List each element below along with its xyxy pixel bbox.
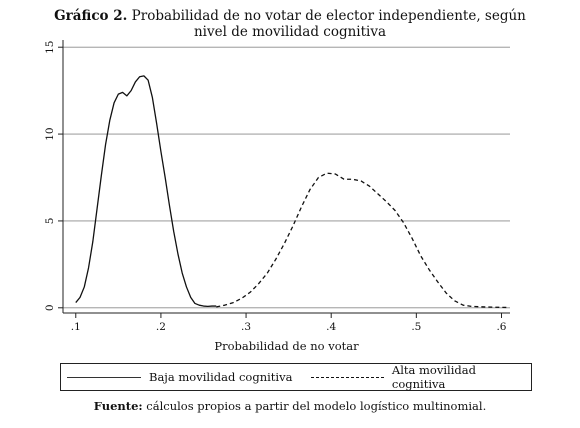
series-line-alta xyxy=(216,172,508,309)
series-line-baja xyxy=(75,75,217,308)
x-tick-label-.2: .2 xyxy=(156,321,166,333)
legend-label-baja: Baja movilidad cognitiva xyxy=(149,370,293,384)
x-tick-label-.1: .1 xyxy=(71,321,81,333)
series-layer xyxy=(75,75,508,309)
y-tick-label-5: 5 xyxy=(44,218,56,225)
x-tick-label-.5: .5 xyxy=(411,321,421,333)
axis-labels: 0 5 10 15 .1 .2 .3 .4 .5 .6 Probabilidad de no vot… xyxy=(44,41,507,353)
density-plot: 0 5 10 15 .1 .2 .3 .4 .5 .6 Probabilidad de no vot… xyxy=(44,40,510,353)
chart-title-line1: Probabilidad de no votar de elector inde… xyxy=(131,8,526,24)
x-axis-title: Probabilidad de no votar xyxy=(214,339,359,353)
x-tick-label-.3: .3 xyxy=(241,321,251,333)
x-tick-label-.4: .4 xyxy=(326,321,336,333)
axes xyxy=(58,40,510,318)
x-tick-label-.6: .6 xyxy=(496,321,506,333)
y-tick-label-0: 0 xyxy=(44,304,56,311)
source-note: Fuente: cálculos propios a partir del mo… xyxy=(0,399,580,413)
legend-solid-line-swatch xyxy=(67,376,141,378)
source-label: Fuente: xyxy=(93,399,143,413)
source-text: cálculos propios a partir del modelo log… xyxy=(146,399,487,413)
chart-title: Gráfico 2. Probabilidad de no votar de e… xyxy=(0,8,580,40)
legend-label-alta: Alta movilidad cognitiva xyxy=(391,363,476,391)
y-tick-label-15: 15 xyxy=(44,41,56,54)
legend-item-baja: Baja movilidad cognitiva xyxy=(67,364,292,390)
legend-item-alta: Alta movilidad cognitiva xyxy=(311,363,531,391)
chart-title-label: Gráfico 2. xyxy=(54,8,128,24)
chart-title-line2: nivel de movilidad cognitiva xyxy=(193,24,387,40)
legend-dashed-line-swatch xyxy=(311,376,384,378)
legend: Baja movilidad cognitiva Alta movilidad … xyxy=(60,363,532,391)
y-tick-label-10: 10 xyxy=(44,127,56,140)
grid-lines xyxy=(63,46,510,309)
